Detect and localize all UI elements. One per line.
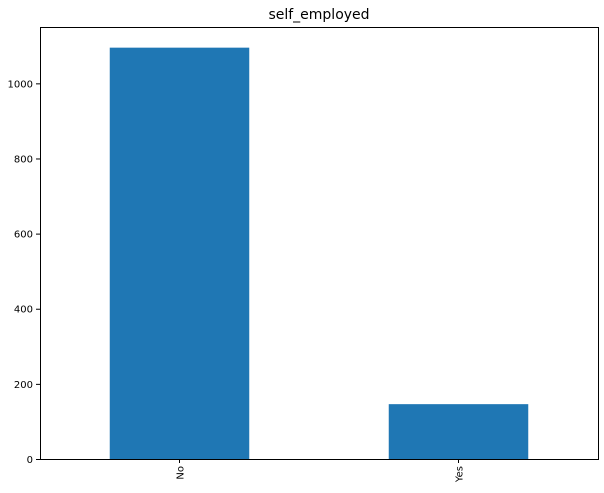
y-tick-label: 0 bbox=[27, 455, 33, 466]
x-axis: No Yes bbox=[176, 459, 466, 483]
chart-title: self_employed bbox=[268, 7, 369, 23]
bar-yes bbox=[388, 404, 529, 459]
y-tick-label: 400 bbox=[14, 305, 33, 316]
y-axis: 0 200 400 600 800 1000 bbox=[8, 79, 40, 466]
y-tick-label: 1000 bbox=[8, 79, 33, 90]
x-tick-label: Yes bbox=[455, 466, 466, 483]
y-tick-label: 200 bbox=[14, 380, 33, 391]
bar-no bbox=[109, 47, 250, 460]
x-tick-label: No bbox=[176, 466, 187, 480]
y-tick-label: 600 bbox=[14, 230, 33, 241]
plot-frame bbox=[40, 27, 599, 460]
bars-layer bbox=[109, 47, 529, 460]
y-tick-label: 800 bbox=[14, 154, 33, 165]
